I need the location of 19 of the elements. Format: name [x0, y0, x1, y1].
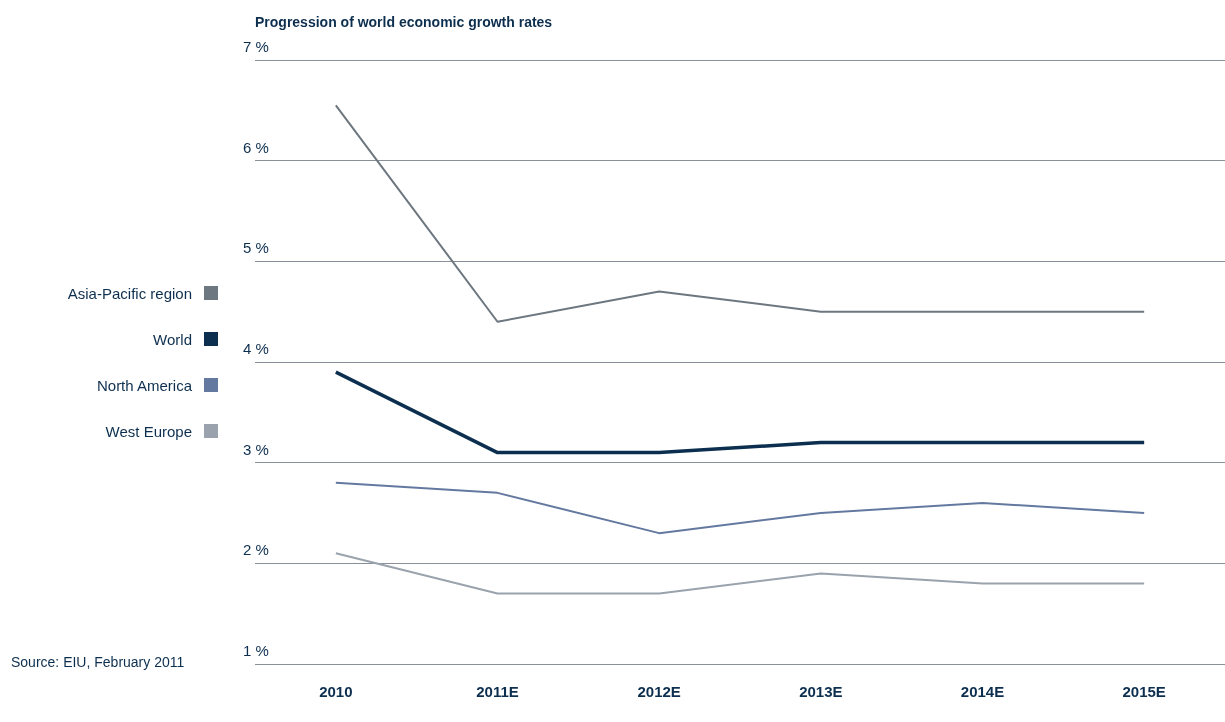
source-note: Source: EIU, February 2011 [11, 654, 185, 670]
x-tick-label: 2013E [799, 683, 843, 701]
chart-title: Progression of world economic growth rates [255, 14, 553, 30]
y-tick-label: 7 % [243, 38, 269, 56]
y-tick-label: 3 % [243, 440, 269, 458]
y-tick-label: 5 % [243, 239, 269, 257]
x-tick-label: 2010 [319, 683, 353, 701]
y-tick-label: 2 % [243, 541, 269, 559]
y-tick-label: 4 % [243, 340, 269, 358]
y-tick-label: 1 % [243, 642, 269, 660]
x-tick-label: 2014E [960, 683, 1005, 701]
legend-label: West Europe [105, 422, 192, 440]
legend-label: North America [96, 376, 192, 394]
x-tick-label: 2012E [637, 683, 681, 701]
x-tick-label: 2011E [476, 683, 519, 701]
x-tick-label: 2015E [1122, 683, 1166, 701]
legend-label: World [153, 330, 192, 348]
legend-label: Asia-Pacific region [67, 284, 192, 302]
y-tick-label: 6 % [243, 138, 269, 156]
